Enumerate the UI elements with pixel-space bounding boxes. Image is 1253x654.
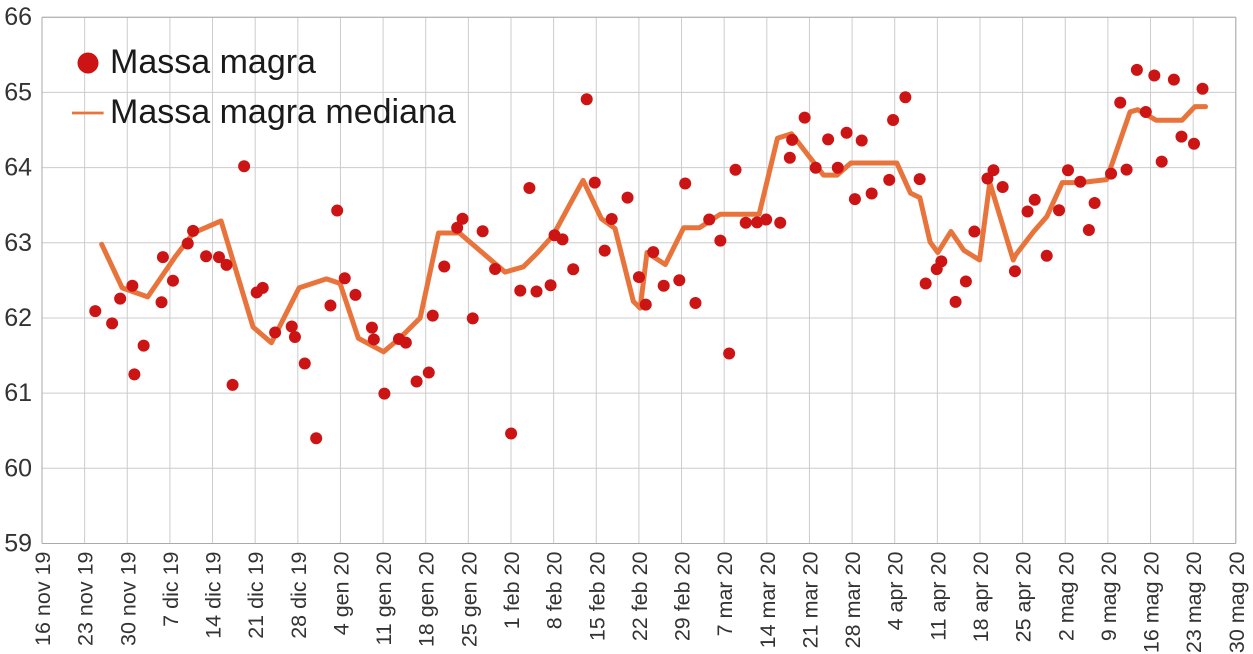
- svg-text:28 dic 19: 28 dic 19: [287, 552, 311, 639]
- svg-text:28 mar 20: 28 mar 20: [841, 551, 865, 648]
- svg-text:21 mar 20: 21 mar 20: [798, 551, 822, 648]
- svg-text:Massa magra: Massa magra: [110, 43, 316, 81]
- svg-text:18 apr 20: 18 apr 20: [969, 551, 993, 642]
- svg-text:1 feb 20: 1 feb 20: [500, 551, 524, 629]
- svg-text:8 feb 20: 8 feb 20: [543, 551, 567, 629]
- svg-text:63: 63: [4, 229, 32, 257]
- svg-text:Massa magra mediana: Massa magra mediana: [110, 93, 456, 131]
- svg-text:9 mag 20: 9 mag 20: [1097, 551, 1121, 641]
- svg-text:7 mar 20: 7 mar 20: [713, 551, 737, 636]
- svg-text:15 feb 20: 15 feb 20: [585, 551, 609, 641]
- svg-text:11 apr 20: 11 apr 20: [926, 551, 950, 640]
- svg-text:21 dic 19: 21 dic 19: [244, 552, 268, 639]
- svg-text:30 nov 19: 30 nov 19: [116, 552, 140, 646]
- svg-text:30 mag 20: 30 mag 20: [1225, 551, 1249, 653]
- svg-text:16 nov 19: 16 nov 19: [31, 552, 55, 646]
- svg-text:62: 62: [4, 304, 32, 332]
- svg-text:14 dic 19: 14 dic 19: [202, 552, 226, 639]
- svg-text:11 gen 20: 11 gen 20: [372, 551, 396, 645]
- svg-text:25 gen 20: 25 gen 20: [457, 551, 481, 647]
- svg-text:22 feb 20: 22 feb 20: [628, 551, 652, 641]
- svg-text:4 gen 20: 4 gen 20: [329, 551, 353, 635]
- svg-text:23 mag 20: 23 mag 20: [1182, 551, 1206, 653]
- svg-text:4 apr 20: 4 apr 20: [884, 551, 908, 630]
- svg-text:61: 61: [4, 379, 32, 407]
- svg-text:60: 60: [4, 454, 32, 482]
- svg-text:14 mar 20: 14 mar 20: [756, 551, 780, 648]
- svg-text:64: 64: [4, 154, 32, 182]
- svg-text:18 gen 20: 18 gen 20: [415, 551, 439, 647]
- svg-text:16 mag 20: 16 mag 20: [1140, 551, 1164, 653]
- svg-text:65: 65: [4, 78, 32, 106]
- svg-text:66: 66: [4, 3, 32, 31]
- svg-text:29 feb 20: 29 feb 20: [671, 551, 695, 641]
- svg-text:25 apr 20: 25 apr 20: [1012, 551, 1036, 642]
- svg-text:7 dic 19: 7 dic 19: [159, 552, 183, 627]
- svg-text:59: 59: [4, 530, 32, 558]
- svg-text:23 nov 19: 23 nov 19: [74, 552, 98, 646]
- svg-text:2 mag 20: 2 mag 20: [1054, 551, 1078, 641]
